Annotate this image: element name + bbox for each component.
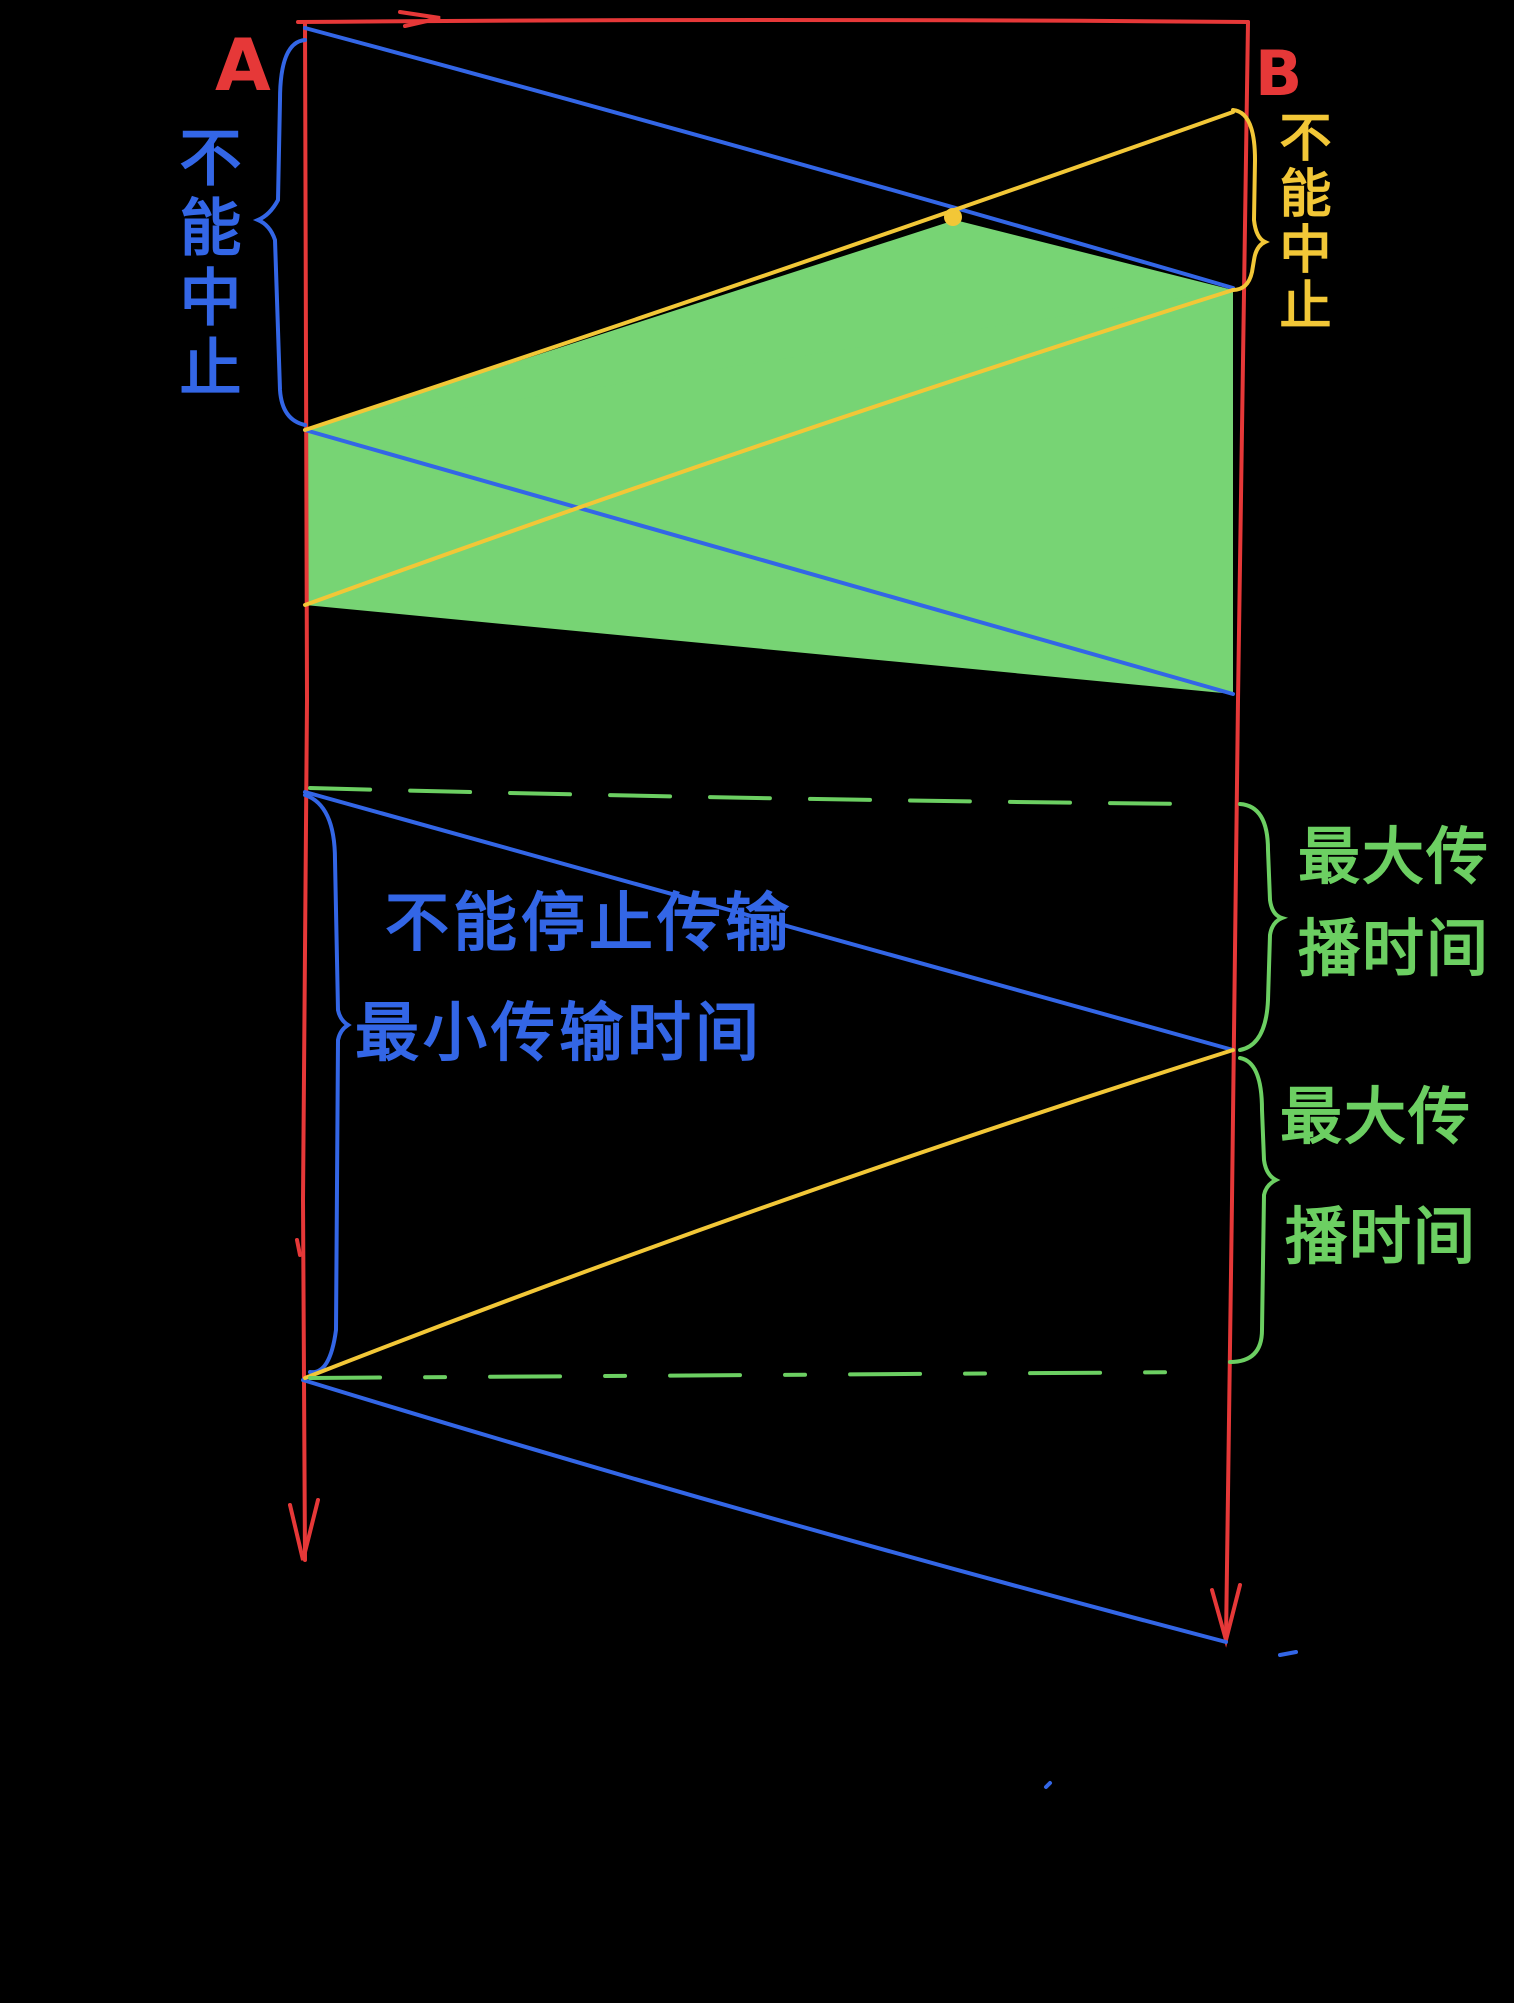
collision-point [944,208,962,226]
max-prop-time-2-line2: 播时间 [1285,1200,1477,1273]
min-tx-time-line2: 最小传输时间 [355,997,763,1071]
stray-dot-2 [1044,1781,1052,1789]
a-cannot-abort-label: 不能中止 [169,125,242,405]
frame-a1-start [303,26,1235,290]
station-a-arrowhead [288,1498,320,1561]
max-prop-time-1-line1: 最大传 [1298,820,1490,893]
brace-min-tx-time [303,793,352,1375]
arrow-top-link [398,10,441,28]
collision-overlap-region-lower [305,290,1233,694]
min-tx-time-line1: 不能停止传输 [385,887,793,961]
frame-a2-end [301,1378,1228,1644]
frame-a1-end [303,428,1235,696]
max-propagation-markers [308,786,1289,1380]
station-b-axis [1224,20,1250,1642]
station-b-label: B [1255,37,1302,110]
max-prop-time-2-line1: 最大传 [1280,1080,1472,1153]
frame-b2 [303,1048,1235,1380]
frames-from-b [303,108,1270,1380]
b-cannot-abort-label: 不能中止 [1270,110,1331,334]
brace-a-cannot-abort [252,38,307,427]
brace-max-prop-2 [1228,1056,1281,1364]
dashed-line-lower [308,1370,1207,1380]
station-a-label: A [215,23,271,107]
frames-from-a [252,26,1298,1789]
stray-dot-1 [1278,1650,1298,1657]
frame-b1-end [303,288,1235,607]
brace-max-prop-1 [1238,802,1289,1052]
dashed-line-upper [308,786,1202,806]
tick-a [295,1238,302,1257]
brace-b-cannot-abort [1231,108,1270,292]
frame-b1-start [303,110,1235,432]
top-link-line [296,18,1250,24]
frame-a2-start [303,790,1235,1052]
max-prop-time-1-line2: 播时间 [1298,912,1490,985]
